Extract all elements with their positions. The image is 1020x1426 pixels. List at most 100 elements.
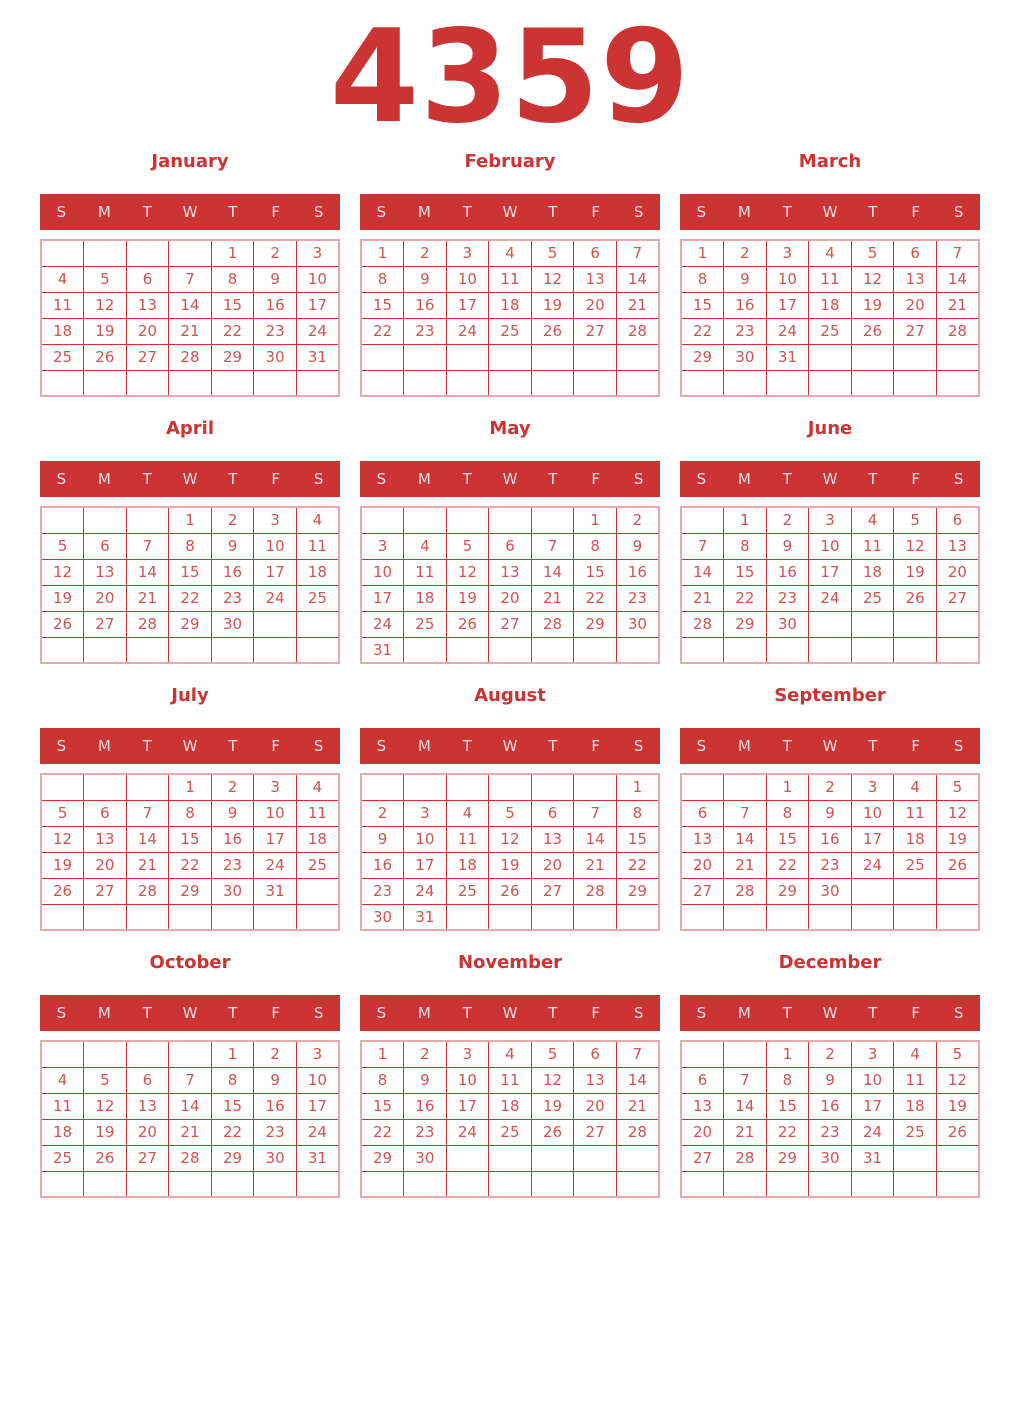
week-row: 31 bbox=[360, 636, 660, 664]
month-september: September S M T W T F S 1 2 3 4 5 6 7 8 9 10 11 12 13 14 15 16 1… bbox=[680, 686, 980, 931]
day-cell: 19 bbox=[488, 851, 532, 879]
day-cell: 1 bbox=[765, 1040, 810, 1068]
day-cell: 7 bbox=[125, 532, 170, 560]
empty-day-cell bbox=[935, 1170, 980, 1198]
day-cell: 8 bbox=[210, 1066, 255, 1094]
weekday-label: T bbox=[142, 203, 152, 221]
day-cell: 16 bbox=[615, 558, 660, 586]
week-row bbox=[40, 369, 340, 397]
empty-day-cell bbox=[125, 773, 170, 801]
day-cell: 11 bbox=[893, 1066, 937, 1094]
day-cell: 27 bbox=[573, 1118, 617, 1146]
day-cell: 3 bbox=[403, 799, 447, 827]
day-cell: 15 bbox=[765, 825, 810, 853]
day-cell: 20 bbox=[573, 1092, 617, 1120]
day-cell: 5 bbox=[40, 799, 85, 827]
week-row: 19 20 21 22 23 24 25 bbox=[40, 851, 340, 879]
day-cell: 31 bbox=[850, 1144, 895, 1172]
weekday-label: S bbox=[633, 737, 644, 755]
day-cell: 8 bbox=[360, 265, 405, 293]
weekday-label: S bbox=[633, 203, 644, 221]
day-cell: 7 bbox=[168, 265, 212, 293]
day-cell: 28 bbox=[168, 1144, 212, 1172]
month-title: April bbox=[165, 418, 215, 439]
day-cell: 6 bbox=[530, 799, 575, 827]
month-november: November S M T W T F S 1 2 3 4 5 6 7 8 9 10 11 12 13 14 15 16 17… bbox=[360, 953, 660, 1198]
day-cell: 31 bbox=[360, 636, 405, 664]
day-cell: 19 bbox=[40, 851, 85, 879]
day-cell: 26 bbox=[530, 1118, 575, 1146]
day-cell: 24 bbox=[295, 1118, 340, 1146]
day-cell: 3 bbox=[765, 239, 810, 267]
day-cell: 26 bbox=[530, 317, 575, 345]
week-row: 15 16 17 18 19 20 21 bbox=[360, 291, 660, 319]
day-cell: 29 bbox=[573, 610, 617, 638]
weekday-label: S bbox=[313, 470, 324, 488]
day-cell: 3 bbox=[253, 773, 297, 801]
day-cell: 15 bbox=[210, 1092, 255, 1120]
day-cell: 9 bbox=[808, 799, 852, 827]
day-cell: 1 bbox=[573, 506, 617, 534]
week-row: 23 24 25 26 27 28 29 bbox=[360, 877, 660, 905]
day-cell: 24 bbox=[850, 1118, 895, 1146]
day-cell: 7 bbox=[168, 1066, 212, 1094]
empty-day-cell bbox=[40, 1040, 85, 1068]
empty-day-cell bbox=[530, 903, 575, 931]
day-cell: 1 bbox=[168, 506, 212, 534]
day-cell: 1 bbox=[360, 1040, 405, 1068]
day-cell: 27 bbox=[488, 610, 532, 638]
day-cell: 6 bbox=[935, 506, 980, 534]
day-cell: 11 bbox=[893, 799, 937, 827]
day-cell: 5 bbox=[530, 1040, 575, 1068]
day-cell: 2 bbox=[253, 1040, 297, 1068]
day-cell: 14 bbox=[125, 558, 170, 586]
empty-day-cell bbox=[253, 369, 297, 397]
day-cell: 31 bbox=[295, 343, 340, 371]
month-june: June S M T W T F S 1 2 3 4 5 6 7 8 9 10 11 12 13 14 15 16 17 18 19… bbox=[680, 419, 980, 664]
week-row bbox=[40, 903, 340, 931]
day-cell: 30 bbox=[360, 903, 405, 931]
day-cell: 10 bbox=[445, 1066, 490, 1094]
day-cell: 10 bbox=[295, 265, 340, 293]
week-row: 6 7 8 9 10 11 12 bbox=[680, 799, 980, 827]
day-cell: 9 bbox=[210, 532, 255, 560]
day-cell: 5 bbox=[935, 773, 980, 801]
weekday-label: T bbox=[548, 470, 558, 488]
weekday-label: M bbox=[737, 203, 751, 221]
day-cell: 13 bbox=[530, 825, 575, 853]
empty-day-cell bbox=[360, 773, 405, 801]
empty-day-cell bbox=[808, 903, 852, 931]
weekday-label: M bbox=[737, 470, 751, 488]
day-cell: 28 bbox=[125, 610, 170, 638]
weekday-label: S bbox=[633, 1004, 644, 1022]
weekday-label: T bbox=[142, 1004, 152, 1022]
day-cell: 15 bbox=[573, 558, 617, 586]
day-cell: 2 bbox=[808, 773, 852, 801]
day-cell: 29 bbox=[765, 877, 810, 905]
empty-day-cell bbox=[893, 1144, 937, 1172]
week-row: 9 10 11 12 13 14 15 bbox=[360, 825, 660, 853]
day-cell: 15 bbox=[765, 1092, 810, 1120]
week-row bbox=[40, 636, 340, 664]
month-grid: 1 2 3 4 5 6 7 8 9 10 11 12 13 14 15 16 17 18 19 20 21 22 23 24 2… bbox=[360, 773, 660, 931]
day-cell: 3 bbox=[295, 239, 340, 267]
empty-day-cell bbox=[40, 773, 85, 801]
day-cell: 3 bbox=[445, 1040, 490, 1068]
day-cell: 19 bbox=[83, 317, 127, 345]
empty-day-cell bbox=[893, 877, 937, 905]
day-cell: 7 bbox=[723, 1066, 767, 1094]
week-row: 1 bbox=[360, 773, 660, 801]
day-cell: 11 bbox=[295, 532, 340, 560]
weekday-label: M bbox=[417, 203, 431, 221]
day-cell: 24 bbox=[808, 584, 852, 612]
day-cell: 15 bbox=[360, 291, 405, 319]
day-cell: 25 bbox=[403, 610, 447, 638]
